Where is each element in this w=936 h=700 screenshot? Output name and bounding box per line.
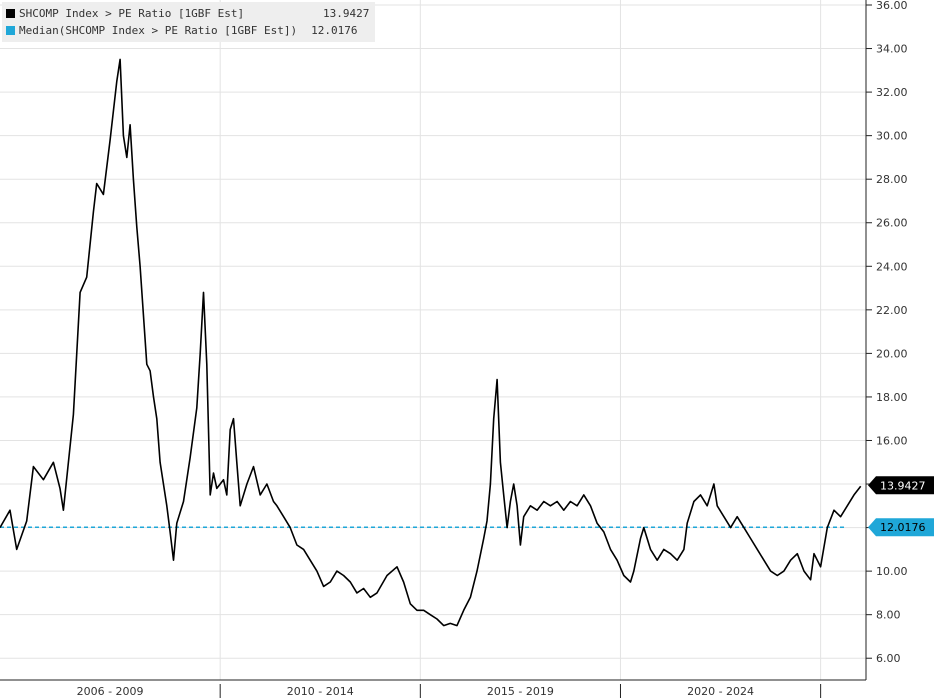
y-tick-label: 36.00	[876, 0, 908, 12]
x-tick-label: 2006 - 2009	[77, 685, 144, 698]
median-value-tag-box	[868, 518, 934, 537]
y-tick-label: 24.00	[876, 260, 908, 273]
last-value-tag-text: 13.9427	[880, 479, 926, 492]
legend: SHCOMP Index > PE Ratio [1GBF Est] 13.94…	[2, 2, 376, 42]
legend-swatch-pe	[6, 9, 15, 18]
legend-label-median: Median(SHCOMP Index > PE Ratio [1GBF Est…	[19, 24, 298, 37]
x-tick-label: 2015 - 2019	[487, 685, 554, 698]
last-value-tag-box	[868, 476, 934, 495]
y-tick-label: 16.00	[876, 434, 908, 447]
pe-series-layer	[0, 58, 862, 627]
last-value-tag: 13.9427	[868, 476, 934, 495]
y-tick-label: 26.00	[876, 217, 908, 230]
y-tick-label: 10.00	[876, 565, 908, 578]
value-tags: 13.9427 12.0176	[868, 476, 934, 537]
y-tick-label: 18.00	[876, 391, 908, 404]
median-value-tag: 12.0176	[868, 518, 934, 537]
x-axis: 2006 - 2009 2010 - 2014 2015 - 2019 2020 - …	[0, 679, 866, 698]
legend-label-pe: SHCOMP Index > PE Ratio [1GBF Est]	[19, 7, 245, 20]
legend-value-median: 12.0176	[311, 24, 358, 37]
legend-item-median: Median(SHCOMP Index > PE Ratio [1GBF Est…	[6, 22, 369, 39]
legend-value-pe: 13.9427	[323, 7, 370, 20]
legend-item-pe: SHCOMP Index > PE Ratio [1GBF Est] 13.94…	[6, 5, 369, 22]
y-tick-label: 8.00	[876, 609, 901, 622]
pe-ratio-line	[0, 58, 862, 627]
median-value-tag-text: 12.0176	[880, 521, 926, 534]
x-tick-label: 2020 - 2024	[687, 685, 754, 698]
y-tick-label: 20.00	[876, 347, 908, 360]
x-tick-label: 2010 - 2014	[287, 685, 354, 698]
y-tick-label: 32.00	[876, 86, 908, 99]
legend-swatch-median	[6, 26, 15, 35]
y-tick-label: 28.00	[876, 173, 908, 186]
y-tick-label: 22.00	[876, 304, 908, 317]
y-tick-label: 30.00	[876, 130, 908, 143]
y-tick-label: 34.00	[876, 43, 908, 56]
y-axis: 6.008.0010.0012.0014.0016.0018.0020.0022…	[865, 0, 908, 680]
y-tick-label: 6.00	[876, 652, 901, 665]
grid-layer	[0, 0, 866, 680]
